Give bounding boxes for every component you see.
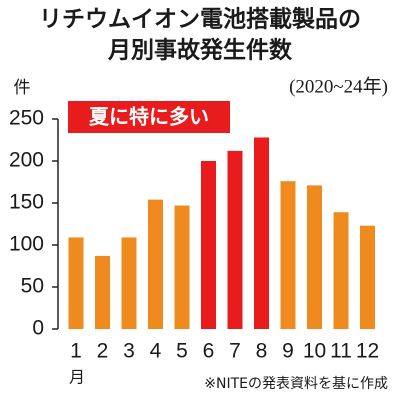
bar	[227, 150, 243, 329]
subtitle: (2020~24年)	[289, 75, 388, 97]
y-tick-label: 50	[21, 275, 44, 298]
x-tick-label: 12	[356, 340, 379, 363]
x-tick-label: 5	[176, 340, 188, 363]
bar	[68, 237, 84, 329]
x-tick-label: 7	[229, 340, 241, 363]
x-tick-label: 3	[123, 340, 135, 363]
y-axis-label: 件	[14, 78, 31, 98]
y-tick-label: 150	[9, 191, 44, 214]
y-tick-label: 0	[32, 317, 44, 340]
x-tick-label: 10	[303, 340, 326, 363]
bar	[95, 255, 110, 329]
chart-title: リチウムイオン電池搭載製品の	[39, 6, 361, 33]
x-tick-label: 4	[150, 340, 162, 363]
chart-title: 月別事故発生件数	[107, 38, 293, 64]
annotation-box	[68, 101, 230, 133]
bar	[174, 205, 190, 329]
bar	[148, 199, 163, 329]
y-tick-label: 100	[9, 233, 44, 256]
x-tick-label: 6	[203, 340, 215, 363]
bar	[121, 237, 137, 329]
bar	[307, 185, 322, 329]
bar	[201, 161, 216, 329]
bar	[360, 225, 375, 329]
x-tick-label: 8	[256, 340, 268, 363]
bar	[280, 181, 296, 329]
annotation: 夏に特に多い	[89, 105, 209, 129]
x-tick-label: 11	[330, 340, 352, 363]
bar	[254, 137, 269, 329]
source: ※NITEの発表資料を基に作成	[204, 375, 388, 392]
x-tick-label: 1	[70, 340, 82, 363]
x-axis-label: 月	[69, 368, 85, 387]
y-tick-label: 200	[9, 149, 44, 172]
bar	[333, 212, 349, 329]
x-tick-label: 9	[282, 340, 294, 363]
y-tick-label: 250	[9, 107, 44, 130]
x-tick-label: 2	[97, 340, 109, 363]
